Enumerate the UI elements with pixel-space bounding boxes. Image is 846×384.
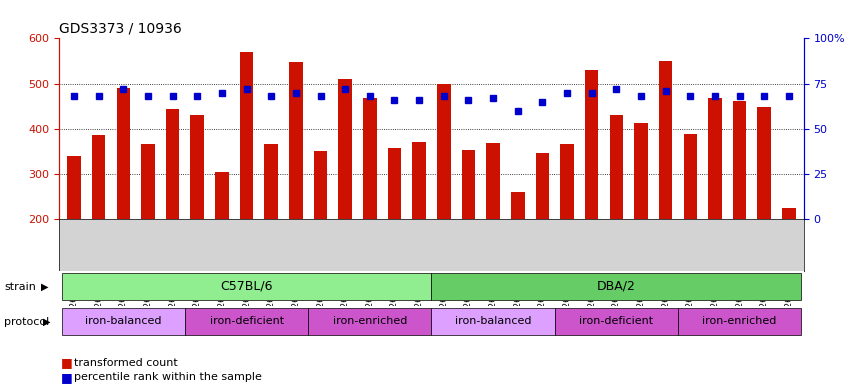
Text: protocol: protocol — [4, 317, 49, 327]
Bar — [67, 156, 80, 219]
Bar — [239, 52, 253, 219]
Bar — [659, 61, 673, 219]
Text: iron-enriched: iron-enriched — [702, 316, 777, 326]
Text: C57BL/6: C57BL/6 — [220, 280, 272, 293]
Bar — [634, 123, 648, 219]
Bar — [708, 98, 722, 219]
Bar — [536, 153, 549, 219]
Bar — [215, 172, 228, 219]
Bar — [684, 134, 697, 219]
Bar — [560, 144, 574, 219]
Text: iron-balanced: iron-balanced — [455, 316, 531, 326]
Text: ■: ■ — [61, 371, 73, 384]
Bar — [431, 308, 555, 334]
Bar — [190, 115, 204, 219]
Text: percentile rank within the sample: percentile rank within the sample — [74, 372, 262, 382]
Bar — [437, 84, 451, 219]
Bar — [555, 308, 678, 334]
Bar — [462, 150, 475, 219]
Text: strain: strain — [4, 282, 36, 292]
Bar — [757, 107, 771, 219]
Text: ▶: ▶ — [43, 317, 51, 327]
Bar — [363, 98, 376, 219]
Bar — [62, 273, 431, 300]
Bar — [92, 136, 106, 219]
Bar — [141, 144, 155, 219]
Bar — [265, 144, 278, 219]
Bar — [185, 308, 308, 334]
Bar — [678, 308, 801, 334]
Bar — [783, 208, 796, 219]
Text: iron-deficient: iron-deficient — [580, 316, 653, 326]
Text: iron-enriched: iron-enriched — [332, 316, 407, 326]
Bar — [585, 70, 598, 219]
Text: transformed count: transformed count — [74, 358, 179, 368]
Bar — [62, 308, 185, 334]
Bar — [610, 115, 624, 219]
Bar — [511, 192, 525, 219]
Text: DBA/2: DBA/2 — [597, 280, 636, 293]
Text: iron-balanced: iron-balanced — [85, 316, 162, 326]
Bar — [166, 109, 179, 219]
Text: iron-deficient: iron-deficient — [210, 316, 283, 326]
Bar — [412, 142, 426, 219]
Bar — [733, 101, 746, 219]
Bar — [431, 273, 801, 300]
Bar — [308, 308, 431, 334]
Text: ▶: ▶ — [41, 282, 48, 292]
Text: ■: ■ — [61, 356, 73, 369]
Bar — [314, 151, 327, 219]
Bar — [117, 88, 130, 219]
Bar — [387, 148, 401, 219]
Bar — [289, 62, 303, 219]
Bar — [486, 143, 500, 219]
Text: GDS3373 / 10936: GDS3373 / 10936 — [59, 22, 182, 36]
Bar — [338, 79, 352, 219]
